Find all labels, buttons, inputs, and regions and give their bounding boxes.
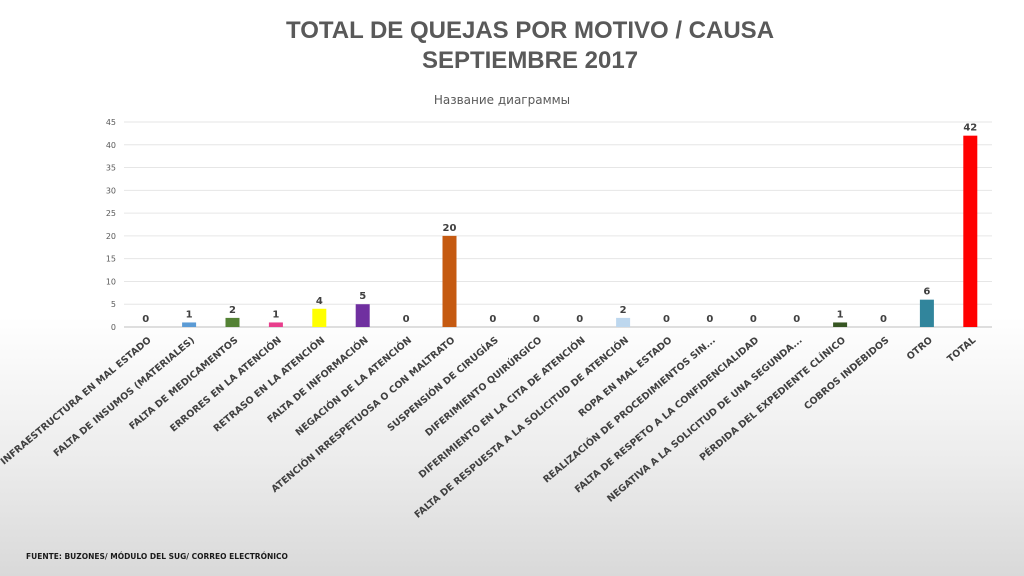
y-axis-ticks: 0 5 10 15 20 25 30 35 40 45: [106, 118, 116, 332]
bar: [616, 317, 631, 327]
y-tick-label: 15: [106, 255, 116, 264]
gridlines: [124, 121, 992, 328]
y-tick-label: 40: [106, 141, 116, 150]
data-label: 0: [750, 314, 757, 325]
data-label: 4: [316, 296, 323, 307]
data-label: 42: [963, 123, 977, 134]
data-label: 1: [186, 309, 193, 320]
bars: [182, 135, 978, 327]
bar: [355, 304, 370, 327]
data-label: 0: [576, 314, 583, 325]
slide-title-line-1: TOTAL DE QUEJAS POR MOTIVO / CAUSA: [285, 17, 775, 44]
x-tick-label: OTRO: [905, 335, 935, 363]
data-label: 0: [142, 314, 149, 325]
data-label: 1: [272, 309, 279, 320]
y-tick-label: 45: [106, 118, 116, 127]
bar: [919, 299, 934, 327]
chart-title: Название диаграммы: [434, 93, 570, 107]
y-tick-label: 35: [106, 164, 116, 173]
bar: [225, 317, 240, 327]
data-label: 20: [443, 223, 457, 234]
x-tick-label: COBROS INDEBIDOS: [802, 335, 891, 412]
data-label: 0: [880, 314, 887, 325]
data-label: 0: [793, 314, 800, 325]
data-label: 2: [229, 305, 236, 316]
data-label: 6: [923, 287, 930, 298]
bar: [963, 135, 978, 327]
data-label: 1: [837, 309, 844, 320]
slide-title: TOTAL DE QUEJAS POR MOTIVO / CAUSA SEPTI…: [0, 16, 1024, 76]
x-tick-label: TOTAL: [945, 335, 978, 365]
data-label: 0: [489, 314, 496, 325]
slide-title-line-2: SEPTIEMBRE 2017: [421, 47, 639, 74]
bar: [442, 235, 457, 327]
data-label: 5: [359, 291, 366, 302]
data-label: 0: [663, 314, 670, 325]
bar: [833, 322, 848, 327]
data-label: 0: [533, 314, 540, 325]
source-note: FUENTE: BUZONES/ MÓDULO DEL SUG/ CORREO …: [26, 552, 288, 561]
x-tick-label: INFRAESTRUCTURA EN MAL ESTADO: [0, 335, 154, 467]
y-tick-label: 20: [106, 232, 116, 241]
y-tick-label: 5: [111, 300, 116, 309]
data-label: 0: [706, 314, 713, 325]
data-label: 2: [620, 305, 627, 316]
x-tick-label: PÉRDIDA DEL EXPEDIENTE CLÍNICO: [697, 334, 848, 463]
bar: [182, 322, 197, 327]
bar: [312, 308, 327, 327]
y-tick-label: 25: [106, 209, 116, 218]
y-tick-label: 10: [106, 277, 116, 286]
y-tick-label: 0: [111, 323, 116, 332]
x-tick-label: NEGATIVA A LA SOLICITUD DE UNA SEGUNDA..…: [605, 335, 804, 505]
data-label: 0: [403, 314, 410, 325]
y-tick-label: 30: [106, 186, 116, 195]
bar: [268, 322, 283, 327]
